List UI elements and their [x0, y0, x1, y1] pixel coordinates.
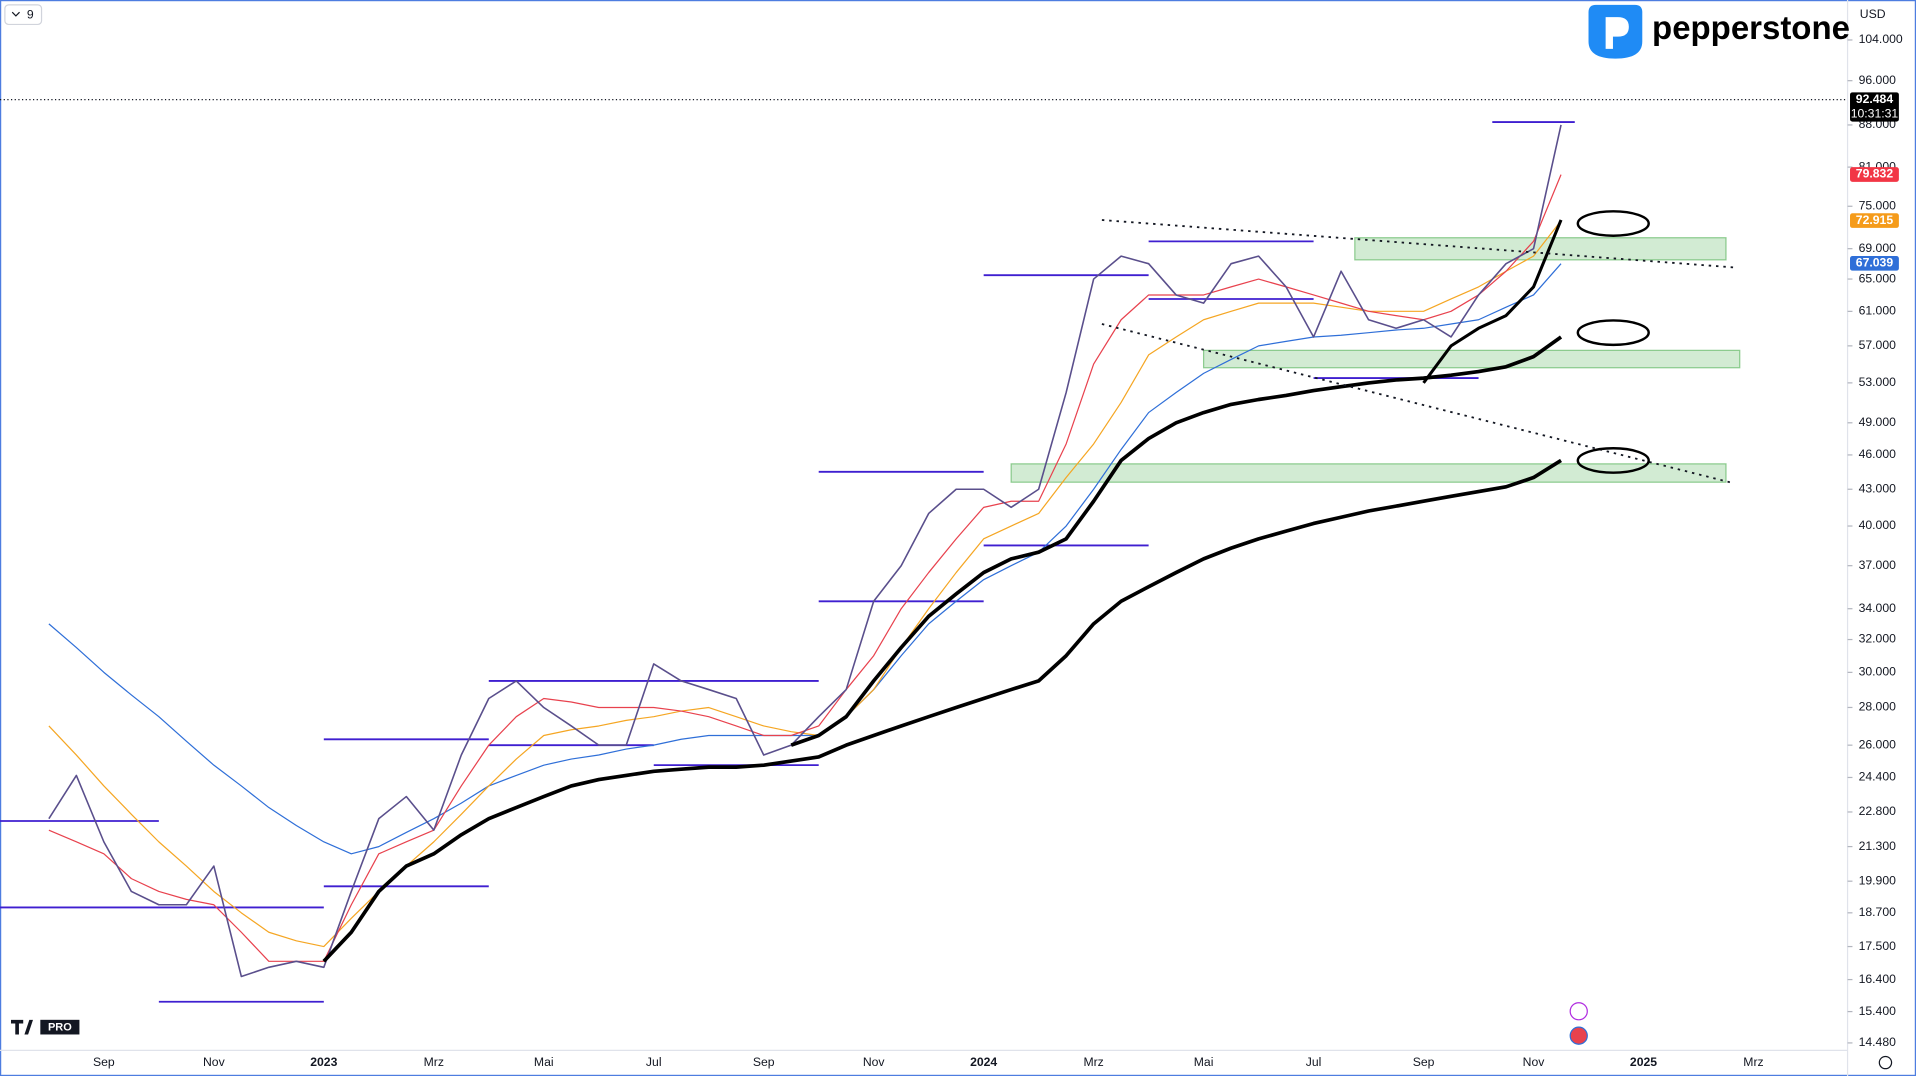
- series-line: [1422, 219, 1563, 384]
- x-tick-label: Nov: [863, 1055, 886, 1069]
- x-tick-label: Mrz: [1083, 1055, 1103, 1069]
- x-tick-label: Mai: [534, 1055, 554, 1069]
- trendline: [1101, 219, 1735, 269]
- y-tick-label: 61.000: [1859, 304, 1897, 318]
- tv-mark: [10, 1019, 33, 1035]
- y-tick-label: 96.000: [1859, 73, 1897, 87]
- y-tick-label: 34.000: [1859, 601, 1897, 615]
- y-tick-label: 22.800: [1859, 804, 1897, 818]
- interval-box[interactable]: [4, 4, 43, 26]
- price-badge: [1850, 167, 1899, 182]
- y-tick-label: 21.300: [1859, 839, 1897, 853]
- y-tick-label: 37.000: [1859, 558, 1897, 572]
- y-tick-label: 40.000: [1859, 518, 1897, 532]
- tv-logo: PRO: [10, 1019, 80, 1035]
- series-line: [322, 458, 1562, 963]
- y-tick-label: 15.400: [1859, 1004, 1897, 1018]
- series-line: [48, 263, 1562, 855]
- settings-icon[interactable]: [1878, 1055, 1893, 1070]
- y-tick-label: 49.000: [1859, 415, 1897, 429]
- y-tick-label: 26.000: [1859, 737, 1897, 751]
- price-badge-label: 79.832: [1856, 167, 1894, 181]
- marker-ellipse: [1576, 210, 1650, 237]
- y-tick-label: 18.700: [1859, 905, 1897, 919]
- x-tick-label: Mrz: [424, 1055, 444, 1069]
- brand: pepperstone: [1652, 9, 1850, 46]
- y-tick-label: 28.000: [1859, 700, 1897, 714]
- y-tick-label: 32.000: [1859, 632, 1897, 646]
- currency: USD: [1860, 7, 1886, 21]
- trendline: [1101, 323, 1735, 485]
- brand-logo: pepperstone: [1588, 4, 1850, 59]
- x-tick-label: Nov: [203, 1055, 226, 1069]
- x-tick-label: Mrz: [1743, 1055, 1763, 1069]
- tag-box: [40, 1019, 80, 1035]
- x-tick-label: Nov: [1523, 1055, 1546, 1069]
- logo-tag: PRO: [48, 1022, 72, 1034]
- price-badge-label: 92.484: [1856, 92, 1894, 106]
- x-tick-label: 2025: [1630, 1055, 1657, 1069]
- price-badge: [1850, 213, 1899, 228]
- price-badge-label: 67.039: [1856, 256, 1894, 270]
- y-tick-label: 65.000: [1859, 271, 1897, 285]
- interval: 9: [27, 7, 34, 21]
- y-tick-label: 19.900: [1859, 873, 1897, 887]
- plot-area: [0, 99, 1848, 1003]
- x-tick-label: Mai: [1194, 1055, 1214, 1069]
- event-icon[interactable]: [1569, 1002, 1588, 1021]
- y-tick-label: 16.400: [1859, 972, 1897, 986]
- x-tick-label: Jul: [1306, 1055, 1322, 1069]
- price-badge-label: 72.915: [1856, 213, 1894, 227]
- y-tick-label: 57.000: [1859, 338, 1897, 352]
- series-line: [48, 124, 1562, 978]
- marker-ellipse: [1576, 447, 1650, 474]
- logo-p: [1605, 17, 1629, 49]
- y-tick-label: 17.500: [1859, 939, 1897, 953]
- marker-ellipse: [1576, 319, 1650, 347]
- price-badge-timer: 10:31:31: [1851, 107, 1899, 121]
- zone: [1202, 349, 1741, 369]
- price-badge: [1850, 256, 1899, 271]
- y-tick-label: 14.480: [1859, 1035, 1897, 1049]
- y-tick-label: 104.000: [1859, 32, 1903, 46]
- y-tick-label: 53.000: [1859, 375, 1897, 389]
- zone: [1354, 237, 1727, 261]
- series-line: [790, 335, 1563, 747]
- price-badge: [1850, 92, 1899, 122]
- interval-button[interactable]: 9: [4, 4, 43, 26]
- x-tick-label: Jul: [646, 1055, 662, 1069]
- series-line: [48, 220, 1562, 948]
- x-tick-label: Sep: [1413, 1055, 1435, 1069]
- y-tick-label: 30.000: [1859, 665, 1897, 679]
- chevron: [11, 11, 20, 17]
- x-tick-label: 2024: [970, 1055, 997, 1069]
- y-tick-label: 46.000: [1859, 447, 1897, 461]
- flag-icon[interactable]: [1569, 1026, 1588, 1045]
- y-tick-label: 75.000: [1859, 198, 1897, 212]
- x-tick-label: Sep: [93, 1055, 115, 1069]
- y-tick-label: 24.400: [1859, 770, 1897, 784]
- y-tick-label: 43.000: [1859, 481, 1897, 495]
- x-tick-label: 2023: [310, 1055, 337, 1069]
- y-tick-label: 69.000: [1859, 241, 1897, 255]
- x-tick-label: Sep: [753, 1055, 775, 1069]
